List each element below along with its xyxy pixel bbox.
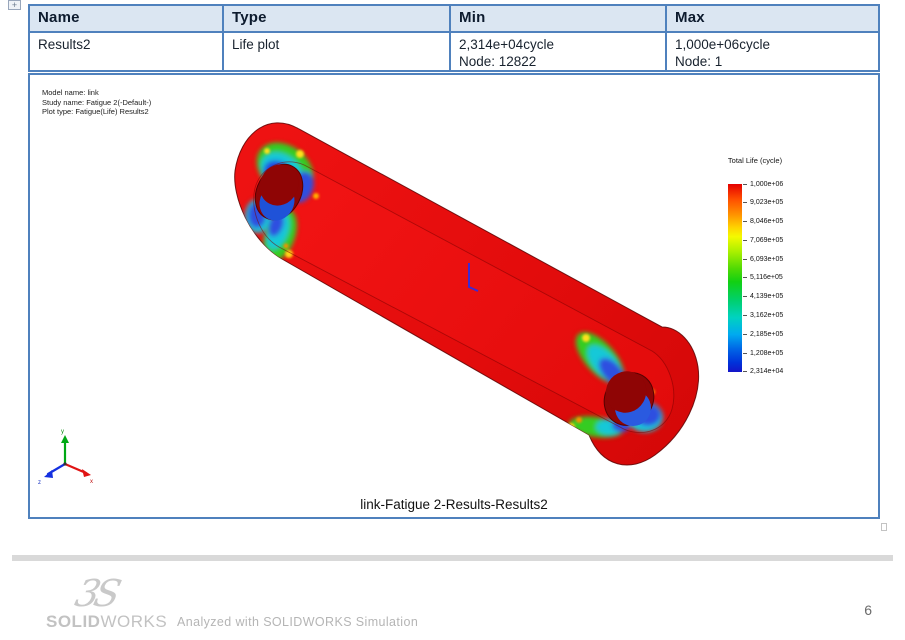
model-info-line: Model name: link (42, 88, 99, 97)
legend-tick-label: 6,093e+05 (743, 254, 813, 264)
results-table: Name Type Min Max Results2 Life plot 2,3… (28, 4, 880, 72)
legend-tick-label: 1,000e+06 (743, 179, 813, 189)
result-plot-frame: Model name: link Study name: Fatigue 2(-D… (28, 73, 880, 519)
legend-labels: 1,000e+06 9,023e+05 8,046e+05 7,069e+05 6,09… (743, 179, 813, 377)
footer-divider (12, 555, 893, 561)
legend-tick-label: 8,046e+05 (743, 217, 813, 227)
model-info-block: Model name: link Study name: Fatigue 2(-D… (42, 88, 151, 117)
dassault-3ds-logo-icon: 3S (71, 572, 121, 615)
col-header-name[interactable]: Name (30, 6, 224, 33)
page-number: 6 (864, 602, 872, 618)
triad-z-label: z (38, 480, 41, 486)
col-header-min[interactable]: Min (451, 6, 667, 33)
top-face-crease (253, 161, 675, 434)
logo-part-works: WORKS (100, 612, 168, 631)
fatigue-life-3d-model: y x z (38, 122, 700, 486)
model-info-line: Study name: Fatigue 2(-Default-) (42, 97, 152, 107)
legend-tick-label: 9,023e+05 (743, 198, 813, 208)
solidworks-logo-text: SOLIDWORKS (46, 612, 167, 632)
legend-tick-label: 4,139e+05 (743, 292, 813, 302)
model-info-line: Plot type: Fatigue(Life) Results2 (42, 107, 149, 116)
table-move-handle-icon[interactable]: + (8, 0, 21, 10)
right-hole (603, 371, 655, 426)
link-top-face (253, 161, 674, 433)
coordinate-marker (468, 263, 479, 292)
legend-tick-label: 5,116e+05 (743, 273, 813, 283)
max-value: 1,000e+06cycle (675, 37, 770, 52)
triad-y-label: y (61, 429, 64, 435)
footer-tagline: Analyzed with SOLIDWORKS Simulation (177, 615, 419, 629)
triad-x-label: x (90, 479, 93, 485)
plot-caption: link-Fatigue 2-Results-Results2 (360, 497, 548, 512)
anchor-mark-icon (881, 523, 887, 531)
max-node: Node: 1 (675, 54, 723, 69)
min-node: Node: 12822 (459, 54, 537, 69)
min-value: 2,314e+04cycle (459, 37, 554, 52)
logo-part-solid: SOLID (46, 612, 101, 631)
left-hole (254, 163, 304, 221)
cell-name[interactable]: Results2 (30, 33, 224, 70)
legend-tick-label: 1,208e+05 (743, 348, 813, 358)
legend-colorbar (728, 184, 742, 372)
legend-title: Total Life (cycle) (727, 156, 783, 165)
cell-max[interactable]: 1,000e+06cycle Node: 1 (667, 33, 878, 70)
col-header-max[interactable]: Max (667, 6, 878, 33)
legend-tick-label: 7,069e+05 (743, 235, 813, 245)
legend-tick-label: 2,314e+04 (743, 367, 813, 377)
legend-tick-label: 3,162e+05 (743, 311, 813, 321)
cell-type[interactable]: Life plot (224, 33, 451, 70)
cell-min[interactable]: 2,314e+04cycle Node: 12822 (451, 33, 667, 70)
col-header-type[interactable]: Type (224, 6, 451, 33)
legend-tick-label: 2,185e+05 (743, 329, 813, 339)
orientation-triad: y x z (38, 429, 93, 486)
